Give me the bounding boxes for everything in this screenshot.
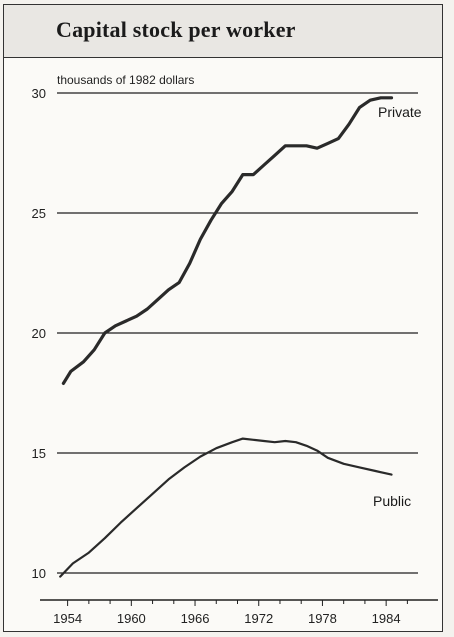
y-tick-label-25: 25 (32, 206, 46, 221)
y-axis-unit-label: thousands of 1982 dollars (57, 73, 195, 87)
x-tick-label-1978: 1978 (308, 611, 337, 626)
chart-title: Capital stock per worker (56, 17, 296, 42)
x-tick-label-1960: 1960 (117, 611, 146, 626)
x-tick-label-1972: 1972 (244, 611, 273, 626)
y-tick-label-10: 10 (32, 566, 46, 581)
title-band: Capital stock per worker (4, 5, 442, 58)
x-tick-label-1954: 1954 (53, 611, 82, 626)
chart-frame: Capital stock per worker (3, 4, 443, 632)
series-line-public (59, 437, 393, 578)
series-line-private (61, 96, 394, 385)
y-tick-label-30: 30 (32, 86, 46, 101)
x-tick-label-1966: 1966 (181, 611, 210, 626)
x-tick-label-1984: 1984 (372, 611, 401, 626)
series-label-private: Private (378, 104, 422, 120)
y-tick-label-20: 20 (32, 326, 46, 341)
series-label-public: Public (373, 493, 411, 509)
y-tick-label-15: 15 (32, 446, 46, 461)
